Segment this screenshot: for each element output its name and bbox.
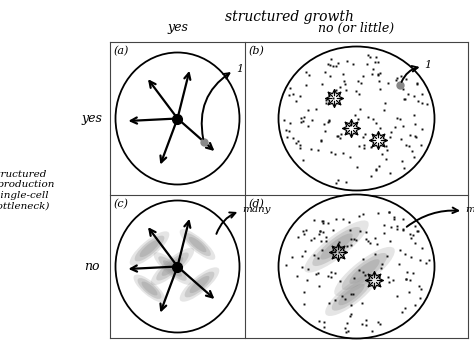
Ellipse shape [162, 257, 183, 276]
Ellipse shape [180, 229, 215, 260]
Text: yes: yes [82, 112, 102, 125]
Ellipse shape [279, 46, 435, 190]
Text: no: no [84, 260, 100, 273]
Text: 1: 1 [237, 63, 244, 73]
Ellipse shape [156, 252, 189, 281]
Ellipse shape [334, 247, 395, 296]
Ellipse shape [184, 233, 211, 256]
Ellipse shape [139, 240, 159, 257]
Ellipse shape [279, 194, 435, 338]
Ellipse shape [130, 231, 169, 266]
Text: structured
reproduction
(single-cell
bottleneck): structured reproduction (single-cell bot… [0, 170, 54, 210]
Ellipse shape [180, 267, 219, 302]
Ellipse shape [185, 272, 214, 298]
Text: 1: 1 [425, 60, 432, 71]
Ellipse shape [137, 278, 162, 299]
Ellipse shape [190, 276, 210, 293]
Ellipse shape [342, 253, 387, 290]
Ellipse shape [332, 278, 371, 311]
Ellipse shape [325, 273, 378, 316]
Ellipse shape [154, 252, 191, 285]
Ellipse shape [189, 237, 206, 252]
Ellipse shape [338, 284, 365, 305]
Text: yes: yes [167, 21, 188, 34]
Ellipse shape [116, 201, 239, 333]
Ellipse shape [116, 52, 239, 185]
Ellipse shape [151, 248, 194, 285]
Ellipse shape [304, 220, 369, 273]
Ellipse shape [320, 233, 353, 260]
Ellipse shape [158, 256, 187, 281]
Text: (c): (c) [114, 199, 129, 209]
Ellipse shape [163, 260, 182, 277]
Ellipse shape [349, 259, 380, 284]
Ellipse shape [134, 274, 165, 302]
Text: (a): (a) [114, 46, 129, 56]
Text: many: many [242, 205, 271, 214]
Text: many: many [465, 205, 474, 214]
Ellipse shape [312, 227, 361, 266]
Text: no (or little): no (or little) [319, 21, 394, 34]
Text: structured growth: structured growth [225, 10, 354, 24]
Ellipse shape [142, 282, 157, 295]
Text: (b): (b) [249, 46, 265, 56]
Text: (d): (d) [249, 199, 265, 209]
Ellipse shape [135, 236, 164, 261]
